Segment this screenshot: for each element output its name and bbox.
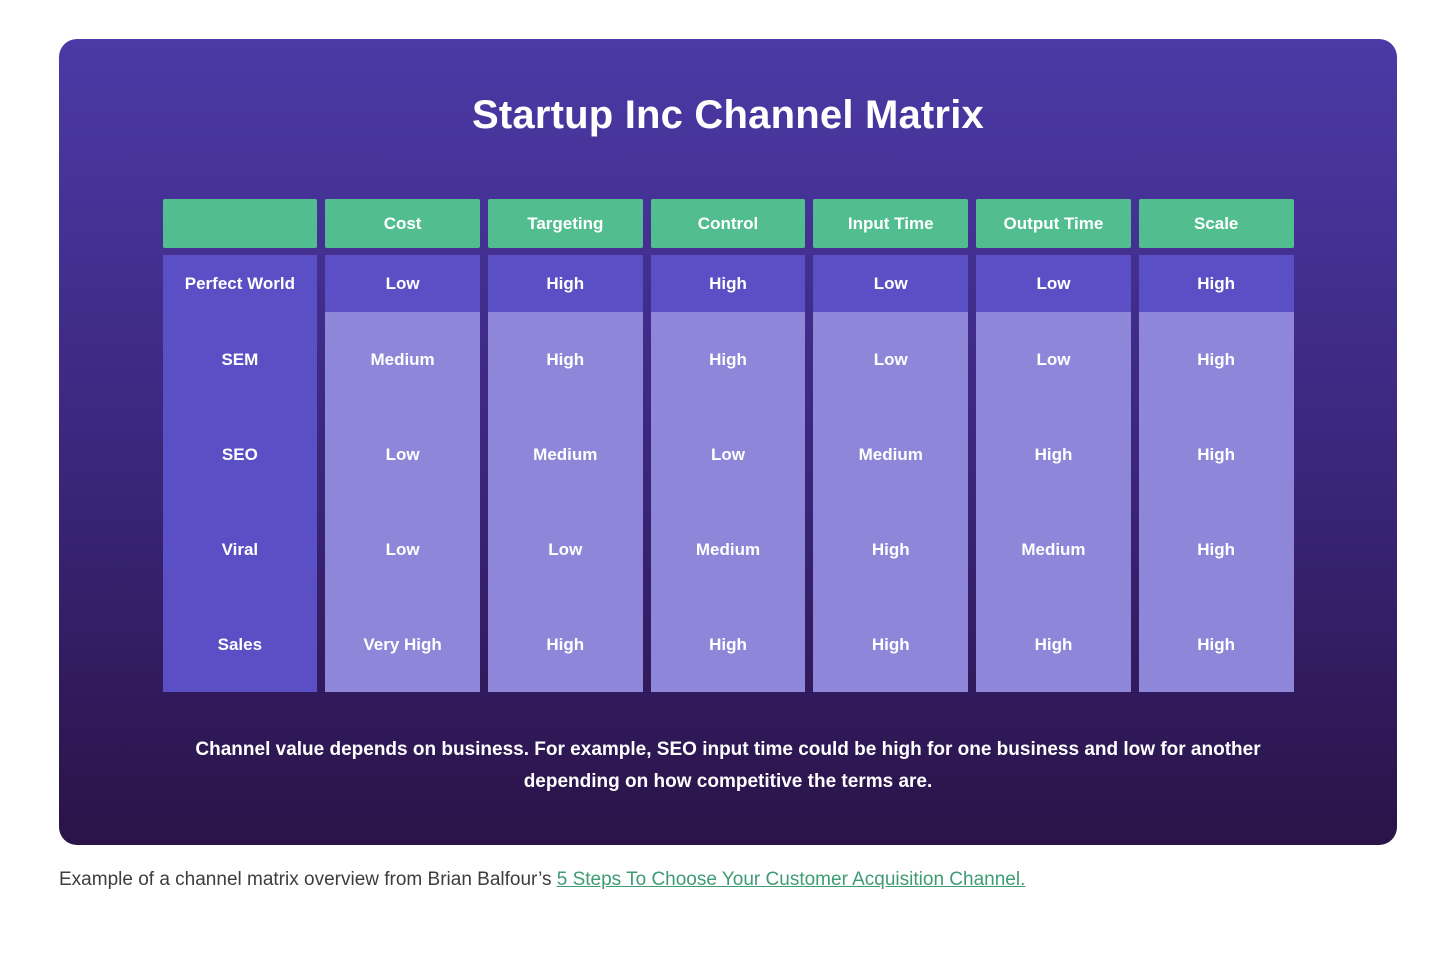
column-header-control: Control bbox=[650, 199, 806, 248]
matrix-cell: Low bbox=[385, 444, 420, 464]
channel-cells-block: Low Medium High High bbox=[813, 312, 969, 692]
column-header-output-time: Output Time bbox=[976, 199, 1131, 248]
matrix-cell: Medium bbox=[858, 444, 923, 464]
matrix-cell: High bbox=[709, 349, 747, 369]
corner-header-cell bbox=[162, 199, 318, 248]
footer-link[interactable]: 5 Steps To Choose Your Customer Acquisit… bbox=[556, 869, 1026, 890]
column-input-time: Input Time Low Low Medium High High bbox=[813, 199, 969, 692]
matrix-cell: High bbox=[1197, 444, 1236, 464]
matrix-cell: Low bbox=[873, 349, 908, 369]
matrix-cell: Low bbox=[1036, 273, 1071, 293]
perfect-world-cell: Low bbox=[813, 255, 969, 312]
matrix-cell: High bbox=[546, 634, 585, 654]
row-label-seo: SEO bbox=[221, 444, 258, 464]
matrix-cell: Low bbox=[873, 273, 908, 293]
row-label-sales: Sales bbox=[217, 634, 263, 654]
matrix-cell: Low bbox=[1036, 349, 1071, 369]
column-output-time: Output Time Low Low High Medium High bbox=[976, 199, 1131, 692]
row-label-viral: Viral bbox=[221, 539, 259, 559]
column-cost: Cost Low Medium Low Low Very High bbox=[325, 199, 480, 692]
matrix-cell: Low bbox=[385, 539, 420, 559]
column-scale: Scale High High High High High bbox=[1138, 199, 1294, 692]
perfect-world-cell: High bbox=[487, 255, 643, 312]
matrix-cell: Very High bbox=[363, 634, 442, 654]
matrix-cell: Medium bbox=[370, 349, 435, 369]
matrix-cell: High bbox=[709, 273, 747, 293]
channel-cells-block: High Low Medium High bbox=[650, 312, 806, 692]
footer-prefix: Example of a channel matrix overview fro… bbox=[59, 869, 557, 890]
column-control: Control High High Low Medium High bbox=[650, 199, 806, 692]
matrix-cell: High bbox=[709, 634, 747, 654]
matrix-cell: High bbox=[871, 634, 910, 654]
perfect-world-cell: High bbox=[1138, 255, 1294, 312]
page-title: Startup Inc Channel Matrix bbox=[472, 93, 984, 137]
channel-cells-block: Low High Medium High bbox=[976, 312, 1131, 692]
matrix-cell: Medium bbox=[695, 539, 761, 559]
row-label-sem: SEM bbox=[221, 349, 259, 369]
matrix-cell: High bbox=[1034, 444, 1073, 464]
perfect-world-cell: Low bbox=[325, 255, 480, 312]
channel-matrix: Perfect World SEM SEO Viral Sales Cost L… bbox=[162, 199, 1294, 692]
matrix-cell: Low bbox=[711, 444, 746, 464]
column-header-targeting: Targeting bbox=[487, 199, 643, 248]
matrix-cell: High bbox=[871, 539, 910, 559]
matrix-cell: Medium bbox=[533, 444, 598, 464]
matrix-cell: High bbox=[546, 273, 585, 293]
perfect-world-cell: High bbox=[650, 255, 806, 312]
matrix-caption: Channel value depends on business. For e… bbox=[195, 739, 1261, 792]
channel-cells-block: High Medium Low High bbox=[487, 312, 643, 692]
matrix-cell: High bbox=[1197, 539, 1236, 559]
matrix-cell: High bbox=[546, 349, 585, 369]
row-label-perfect-world: Perfect World bbox=[184, 273, 295, 293]
channel-cells-block: Medium Low Low Very High bbox=[325, 312, 480, 692]
matrix-cell: High bbox=[1197, 634, 1236, 654]
column-header-input-time: Input Time bbox=[813, 199, 969, 248]
channel-cells-block: High High High High bbox=[1138, 312, 1294, 692]
matrix-cell: High bbox=[1034, 634, 1073, 654]
column-header-cost: Cost bbox=[325, 199, 480, 248]
matrix-cell: High bbox=[1197, 273, 1236, 293]
column-targeting: Targeting High High Medium Low High bbox=[487, 199, 643, 692]
column-header-scale: Scale bbox=[1138, 199, 1294, 248]
matrix-cell: Low bbox=[385, 273, 420, 293]
label-column: Perfect World SEM SEO Viral Sales bbox=[162, 199, 318, 692]
matrix-cell: Low bbox=[548, 539, 583, 559]
channel-matrix-card: Startup Inc Channel Matrix Perfect World… bbox=[59, 39, 1397, 845]
matrix-cell: Medium bbox=[1021, 539, 1086, 559]
matrix-cell: High bbox=[1197, 349, 1236, 369]
perfect-world-cell: Low bbox=[976, 255, 1131, 312]
row-labels-block: Perfect World SEM SEO Viral Sales bbox=[162, 255, 318, 692]
footer-text: Example of a channel matrix overview fro… bbox=[59, 869, 1448, 891]
